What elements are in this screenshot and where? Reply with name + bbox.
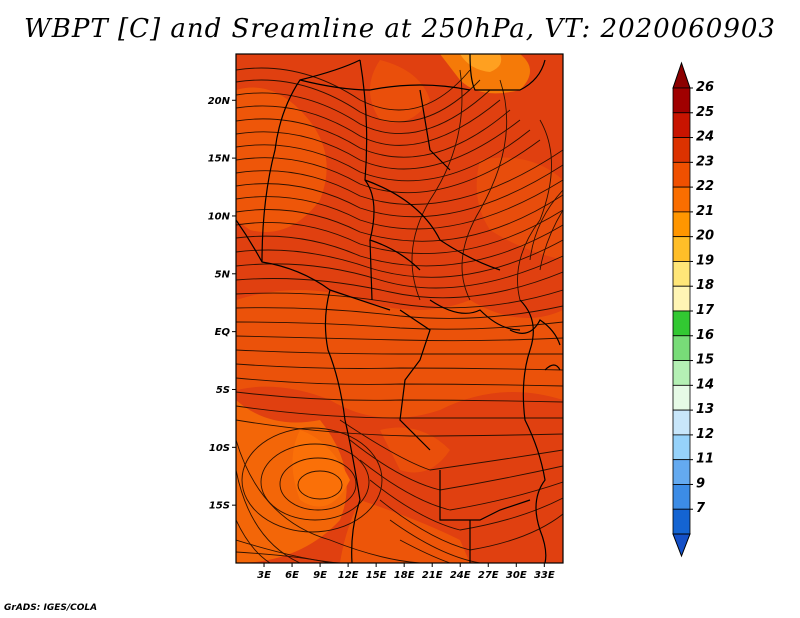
longitude-axis: 3E 6E 9E 12E 15E 18E 21E 24E 27E 30E 33E [257,563,555,581]
colorbar-label: 24 [696,130,714,145]
lon-label: 24E [450,570,471,581]
grads-credit: GrADS: IGES/COLA [4,603,98,613]
wbpt-field [236,54,563,563]
lon-label: 6E [285,570,299,581]
colorbar-label: 13 [696,402,714,417]
colorbar: 26 25 24 23 22 21 20 19 18 17 16 15 14 13 12 11 9 7 [672,61,715,558]
colorbar-label: 21 [696,204,714,219]
colorbar-label: 18 [696,278,714,293]
colorbar-swatch [672,261,691,287]
colorbar-label: 9 [696,476,705,491]
colorbar-swatch [672,87,691,114]
map-frame [235,53,564,564]
colorbar-label: 22 [696,179,714,194]
colorbar-swatch [672,211,691,238]
colorbar-swatch [672,409,691,436]
colorbar-label: 11 [696,452,714,467]
colorbar-label: 20 [696,229,714,244]
lon-label: 12E [338,570,359,581]
colorbar-swatch [672,360,691,386]
colorbar-swatch [672,335,691,361]
lat-label: 15S [209,501,230,512]
colorbar-swatch [672,285,691,312]
coastlines [236,54,561,563]
colorbar-swatch [672,236,691,262]
colorbar-label: 15 [696,353,714,368]
lat-label: 15N [208,154,231,165]
colorbar-label: 19 [696,253,714,268]
colorbar-swatch [672,310,691,337]
colorbar-label: 14 [696,377,714,392]
colorbar-swatch [672,508,691,535]
colorbar-swatch [672,434,691,461]
lon-label: 21E [422,570,443,581]
lon-label: 27E [478,570,499,581]
colorbar-label: 12 [696,427,714,442]
colorbar-swatch [672,137,691,163]
colorbar-label: 23 [696,154,714,169]
colorbar-label: 25 [696,105,714,120]
lon-label: 3E [257,570,271,581]
lon-label: 33E [534,570,555,581]
colorbar-label: 26 [696,80,714,95]
colorbar-label: 17 [696,303,715,318]
lat-label: 5N [215,269,231,280]
map-title: WBPT [C] and Sreamline at 250hPa, VT: 20… [24,14,776,44]
colorbar-swatch [672,459,691,485]
lon-label: 18E [394,570,415,581]
colorbar-bottom-arrow [672,533,691,558]
colorbar-label: 16 [696,328,714,343]
colorbar-swatch [672,161,691,188]
lat-label: 10N [208,211,231,222]
colorbar-top-arrow [672,61,691,89]
lon-label: 15E [366,570,387,581]
lat-label: 10S [209,443,230,454]
colorbar-swatch [672,484,691,510]
colorbar-swatch [672,186,691,213]
colorbar-label: 7 [696,501,706,516]
lat-label: EQ [215,327,231,338]
lat-label: 20N [208,96,231,107]
lon-label: 30E [506,570,527,581]
colorbar-swatch [672,112,691,138]
latitude-axis: 20N 15N 10N 5N EQ 5S 10S 15S [208,96,236,512]
lat-label: 5S [216,385,230,396]
colorbar-swatch [672,384,691,411]
lon-label: 9E [313,570,327,581]
